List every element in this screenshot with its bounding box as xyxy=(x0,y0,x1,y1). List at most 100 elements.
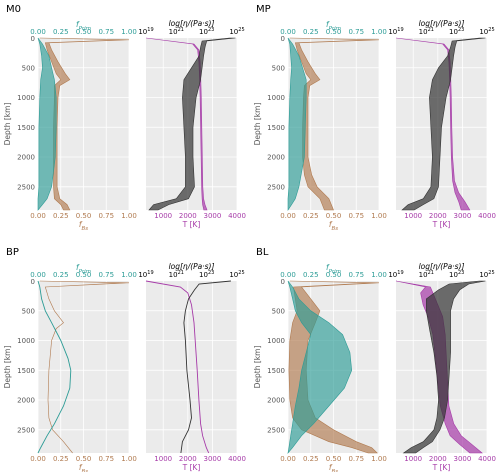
fprim-axis-label: fPrim xyxy=(326,20,341,32)
fbs-tick-label: 1.00 xyxy=(121,212,137,220)
fprim-tick-label: 0.75 xyxy=(348,271,364,279)
temperature-tick-label: 4000 xyxy=(228,212,246,220)
fbs-tick-label: 1.00 xyxy=(371,455,387,463)
fbs-tick-label: 0.75 xyxy=(348,212,364,220)
temperature-tick-label: 1000 xyxy=(154,455,172,463)
fprim-axis-label: fPrim xyxy=(76,20,91,32)
viscosity-tick-label: 1023 xyxy=(199,270,214,279)
viscosity-tick-label: 1021 xyxy=(169,270,184,279)
depth-tick-label: 2000 xyxy=(267,154,285,162)
depth-tick-label: 500 xyxy=(272,64,285,72)
depth-axis-label: Depth [km] xyxy=(3,103,12,146)
viscosity-tick-label: 1021 xyxy=(169,27,184,36)
fprim-tick-label: 0.50 xyxy=(326,28,342,36)
depth-tick-label: 2000 xyxy=(17,154,35,162)
fbs-tick-label: 0.75 xyxy=(348,455,364,463)
fbs-axis-label: fBs xyxy=(79,463,88,472)
fprim-tick-label: 0.50 xyxy=(76,28,92,36)
viscosity-tick-label: 1019 xyxy=(388,27,403,36)
viscosity-tick-label: 1019 xyxy=(138,270,153,279)
fprim-tick-label: 0.25 xyxy=(303,28,319,36)
fprim-tick-label: 1.00 xyxy=(371,271,387,279)
fprim-band xyxy=(287,280,353,455)
depth-tick-label: 500 xyxy=(22,64,35,72)
fprim-tick-label: 0.50 xyxy=(76,271,92,279)
temperature-tick-label: 2000 xyxy=(429,212,447,220)
fprim-tick-label: 0.25 xyxy=(53,28,69,36)
fbs-band xyxy=(39,37,130,211)
fbs-axis-label: fBs xyxy=(329,463,338,472)
fprim-tick-label: 0.00 xyxy=(30,271,46,279)
viscosity-axis-label: log[η/(Pa·s)] xyxy=(419,262,465,271)
fbs-axis-label: fBs xyxy=(329,220,338,232)
viscosity-tick-label: 1025 xyxy=(479,27,494,36)
viscosity-axis-label: log[η/(Pa·s)] xyxy=(169,262,215,271)
fprim-tick-label: 0.75 xyxy=(98,271,114,279)
fprim-line xyxy=(37,280,72,454)
fprim-tick-label: 0.25 xyxy=(303,271,319,279)
panel-title: M0 xyxy=(6,4,21,15)
fbs-tick-label: 0.50 xyxy=(76,212,92,220)
depth-tick-label: 1500 xyxy=(17,124,35,132)
temperature-tick-label: 1000 xyxy=(404,455,422,463)
fprim-tick-label: 1.00 xyxy=(371,28,387,36)
temperature-axis-label: T [K] xyxy=(432,463,451,472)
depth-tick-label: 0 xyxy=(281,278,285,286)
fbs-tick-label: 0.75 xyxy=(98,455,114,463)
fbs-tick-label: 0.00 xyxy=(280,212,296,220)
depth-tick-label: 2500 xyxy=(267,426,285,434)
fprim-axis-label: fPrim xyxy=(326,263,341,275)
depth-axis-label: Depth [km] xyxy=(253,346,262,389)
depth-tick-label: 0 xyxy=(31,278,35,286)
fprim-tick-label: 0.00 xyxy=(30,28,46,36)
viscosity-band xyxy=(402,280,486,454)
fbs-tick-label: 0.00 xyxy=(30,212,46,220)
fprim-tick-label: 0.00 xyxy=(280,28,296,36)
viscosity-tick-label: 1019 xyxy=(388,270,403,279)
temperature-axis-label: T [K] xyxy=(432,220,451,229)
viscosity-tick-label: 1025 xyxy=(479,270,494,279)
temperature-tick-label: 4000 xyxy=(478,455,496,463)
viscosity-tick-label: 1025 xyxy=(229,27,244,36)
temperature-tick-label: 2000 xyxy=(179,212,197,220)
fbs-tick-label: 0.25 xyxy=(53,212,69,220)
depth-tick-label: 2500 xyxy=(267,183,285,191)
fbs-tick-label: 0.25 xyxy=(303,212,319,220)
fbs-tick-label: 0.50 xyxy=(326,455,342,463)
temperature-axis-label: T [K] xyxy=(182,463,201,472)
depth-tick-label: 1000 xyxy=(267,94,285,102)
fbs-tick-label: 0.75 xyxy=(98,212,114,220)
panel-title: BL xyxy=(256,247,269,258)
viscosity-tick-label: 1021 xyxy=(419,27,434,36)
panel-title: MP xyxy=(256,4,271,15)
depth-axis-label: Depth [km] xyxy=(3,346,12,389)
panel-title: BP xyxy=(6,247,19,258)
fbs-tick-label: 0.25 xyxy=(303,455,319,463)
depth-tick-label: 500 xyxy=(22,307,35,315)
viscosity-tick-label: 1025 xyxy=(229,270,244,279)
depth-tick-label: 0 xyxy=(281,35,285,43)
viscosity-tick-label: 1023 xyxy=(449,27,464,36)
depth-tick-label: 2000 xyxy=(17,397,35,405)
temperature-line xyxy=(145,280,210,454)
temperature-tick-label: 3000 xyxy=(453,212,471,220)
temperature-tick-label: 2000 xyxy=(429,455,447,463)
depth-tick-label: 1000 xyxy=(17,337,35,345)
fbs-tick-label: 0.50 xyxy=(326,212,342,220)
depth-tick-label: 2000 xyxy=(267,397,285,405)
temperature-tick-label: 4000 xyxy=(228,455,246,463)
viscosity-tick-label: 1021 xyxy=(419,270,434,279)
fbs-tick-label: 0.50 xyxy=(76,455,92,463)
fprim-tick-label: 0.00 xyxy=(280,271,296,279)
fbs-tick-label: 0.00 xyxy=(280,455,296,463)
temperature-axis-label: T [K] xyxy=(182,220,201,229)
fprim-tick-label: 1.00 xyxy=(121,271,137,279)
viscosity-tick-label: 1023 xyxy=(449,270,464,279)
temperature-tick-label: 4000 xyxy=(478,212,496,220)
fprim-band xyxy=(37,37,57,211)
viscosity-line xyxy=(180,280,231,454)
viscosity-axis-label: log[η/(Pa·s)] xyxy=(169,19,215,28)
fprim-tick-label: 0.75 xyxy=(348,28,364,36)
viscosity-band xyxy=(401,37,486,211)
